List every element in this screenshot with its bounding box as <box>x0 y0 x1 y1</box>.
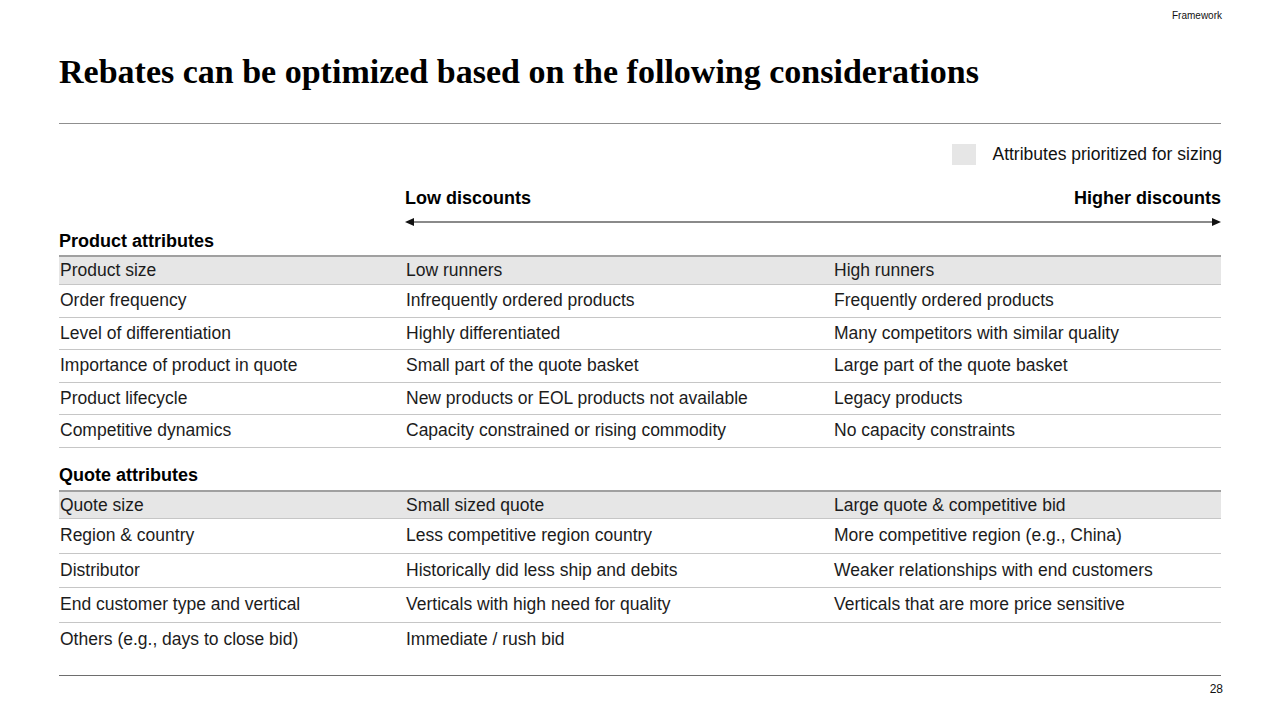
table-row: Distributor Historically did less ship a… <box>59 554 1221 589</box>
attribute-cell: Distributor <box>59 560 405 581</box>
attribute-cell: Importance of product in quote <box>59 355 405 376</box>
table-row: Level of differentiation Highly differen… <box>59 318 1221 351</box>
product-attributes-table: Product size Low runners High runners Or… <box>59 255 1221 448</box>
arrow-left-head-icon <box>405 218 414 226</box>
high-discount-cell: Verticals that are more price sensitive <box>833 594 1221 615</box>
table-row: Quote size Small sized quote Large quote… <box>59 492 1221 519</box>
high-discount-cell: Large part of the quote basket <box>833 355 1221 376</box>
high-discount-cell: Legacy products <box>833 388 1221 409</box>
section-heading-product-attributes: Product attributes <box>59 231 214 252</box>
discount-scale-arrow <box>405 217 1221 226</box>
low-discounts-label: Low discounts <box>405 188 531 209</box>
low-discount-cell: Historically did less ship and debits <box>405 560 833 581</box>
high-discount-cell: Weaker relationships with end customers <box>833 560 1221 581</box>
page-number: 28 <box>1210 682 1223 696</box>
attribute-cell: Competitive dynamics <box>59 420 405 441</box>
table-row: Order frequency Infrequently ordered pro… <box>59 285 1221 318</box>
attribute-cell: Order frequency <box>59 290 405 311</box>
table-row: End customer type and vertical Verticals… <box>59 588 1221 623</box>
table-row: Others (e.g., days to close bid) Immedia… <box>59 623 1221 658</box>
quote-attributes-table: Quote size Small sized quote Large quote… <box>59 490 1221 657</box>
title-divider <box>59 123 1221 124</box>
page-title: Rebates can be optimized based on the fo… <box>59 52 1221 92</box>
low-discount-cell: Small part of the quote basket <box>405 355 833 376</box>
attribute-cell: Region & country <box>59 525 405 546</box>
table-row: Product lifecycle New products or EOL pr… <box>59 383 1221 416</box>
low-discount-cell: Infrequently ordered products <box>405 290 833 311</box>
table-row: Region & country Less competitive region… <box>59 519 1221 554</box>
low-discount-cell: Immediate / rush bid <box>405 629 833 650</box>
low-discount-cell: Small sized quote <box>405 495 833 516</box>
arrow-right-head-icon <box>1212 218 1221 226</box>
legend-label: Attributes prioritized for sizing <box>992 144 1222 165</box>
low-discount-cell: Capacity constrained or rising commodity <box>405 420 833 441</box>
attribute-cell: Product size <box>59 260 405 281</box>
table-row: Importance of product in quote Small par… <box>59 350 1221 383</box>
high-discount-cell: Large quote & competitive bid <box>833 495 1221 516</box>
table-row: Product size Low runners High runners <box>59 257 1221 285</box>
attribute-cell: Others (e.g., days to close bid) <box>59 629 405 650</box>
high-discount-cell: No capacity constraints <box>833 420 1221 441</box>
attribute-cell: Product lifecycle <box>59 388 405 409</box>
attribute-cell: Quote size <box>59 495 405 516</box>
section-heading-quote-attributes: Quote attributes <box>59 465 198 486</box>
higher-discounts-label: Higher discounts <box>1074 188 1221 209</box>
high-discount-cell: High runners <box>833 260 1221 281</box>
legend: Attributes prioritized for sizing <box>952 144 1222 165</box>
low-discount-cell: Less competitive region country <box>405 525 833 546</box>
high-discount-cell: Many competitors with similar quality <box>833 323 1221 344</box>
attribute-cell: End customer type and vertical <box>59 594 405 615</box>
low-discount-cell: Highly differentiated <box>405 323 833 344</box>
table-row: Competitive dynamics Capacity constraine… <box>59 415 1221 448</box>
high-discount-cell: Frequently ordered products <box>833 290 1221 311</box>
highlight-swatch-icon <box>952 144 976 165</box>
low-discount-cell: Verticals with high need for quality <box>405 594 833 615</box>
slide: Framework Rebates can be optimized based… <box>0 0 1280 720</box>
low-discount-cell: Low runners <box>405 260 833 281</box>
discount-scale-labels: Low discounts Higher discounts <box>405 188 1221 209</box>
attribute-cell: Level of differentiation <box>59 323 405 344</box>
footer-divider <box>59 675 1221 676</box>
high-discount-cell: More competitive region (e.g., China) <box>833 525 1221 546</box>
framework-tag: Framework <box>1172 10 1222 21</box>
arrow-shaft <box>414 221 1212 223</box>
low-discount-cell: New products or EOL products not availab… <box>405 388 833 409</box>
